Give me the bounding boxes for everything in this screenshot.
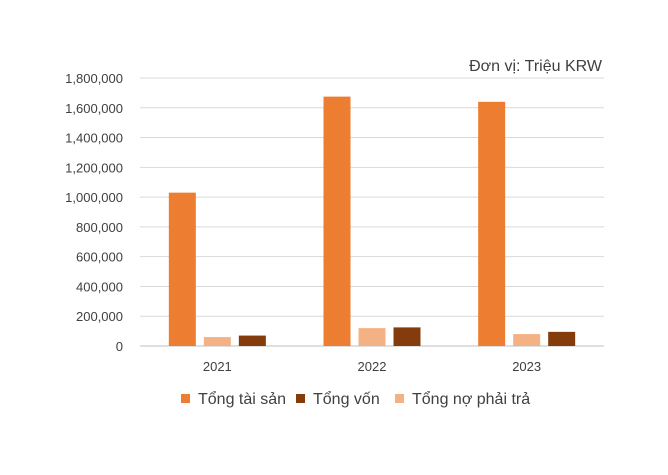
bar-2023-series-1 — [548, 331, 576, 346]
bar-2021-series-1 — [238, 335, 266, 346]
legend-label-1: Tổng vốn — [313, 390, 380, 408]
bar-2022-series-0 — [323, 96, 351, 346]
legend-swatch-1 — [296, 394, 305, 403]
legend-swatch-0 — [181, 394, 190, 403]
y-tick-label: 1,200,000 — [65, 160, 123, 175]
y-tick-label: 800,000 — [76, 220, 123, 235]
y-tick-label: 0 — [116, 339, 123, 354]
bar-2021-series-2 — [203, 337, 231, 346]
bar-2023-series-2 — [513, 334, 541, 346]
bars — [168, 96, 576, 346]
gridlines — [140, 77, 604, 347]
legend-swatch-2 — [395, 394, 404, 403]
x-tick-label: 2022 — [358, 359, 387, 374]
y-tick-label: 600,000 — [76, 250, 123, 265]
y-tick-label: 200,000 — [76, 309, 123, 324]
y-tick-label: 1,000,000 — [65, 190, 123, 205]
y-tick-label: 1,800,000 — [65, 71, 123, 86]
x-axis: 2021 2022 2023 — [203, 359, 541, 374]
bar-2022-series-2 — [358, 328, 386, 346]
legend-label-2: Tổng nợ phải trả — [412, 390, 530, 408]
bar-2023-series-0 — [478, 101, 506, 346]
y-axis: 0 200,000 400,000 600,000 800,000 1,000,000 1,… — [65, 71, 123, 354]
y-tick-label: 1,400,000 — [65, 131, 123, 146]
bar-2021-series-0 — [168, 192, 196, 346]
legend-label-0: Tổng tài sản — [198, 390, 286, 408]
y-tick-label: 400,000 — [76, 279, 123, 294]
legend: Tổng tài sản Tổng vốn Tổng nợ phải trả — [181, 390, 530, 408]
bar-2022-series-1 — [393, 327, 421, 346]
y-tick-label: 1,600,000 — [65, 101, 123, 116]
x-tick-label: 2023 — [512, 359, 541, 374]
unit-label: Đơn vị: Triệu KRW — [469, 58, 603, 75]
x-tick-label: 2021 — [203, 359, 232, 374]
